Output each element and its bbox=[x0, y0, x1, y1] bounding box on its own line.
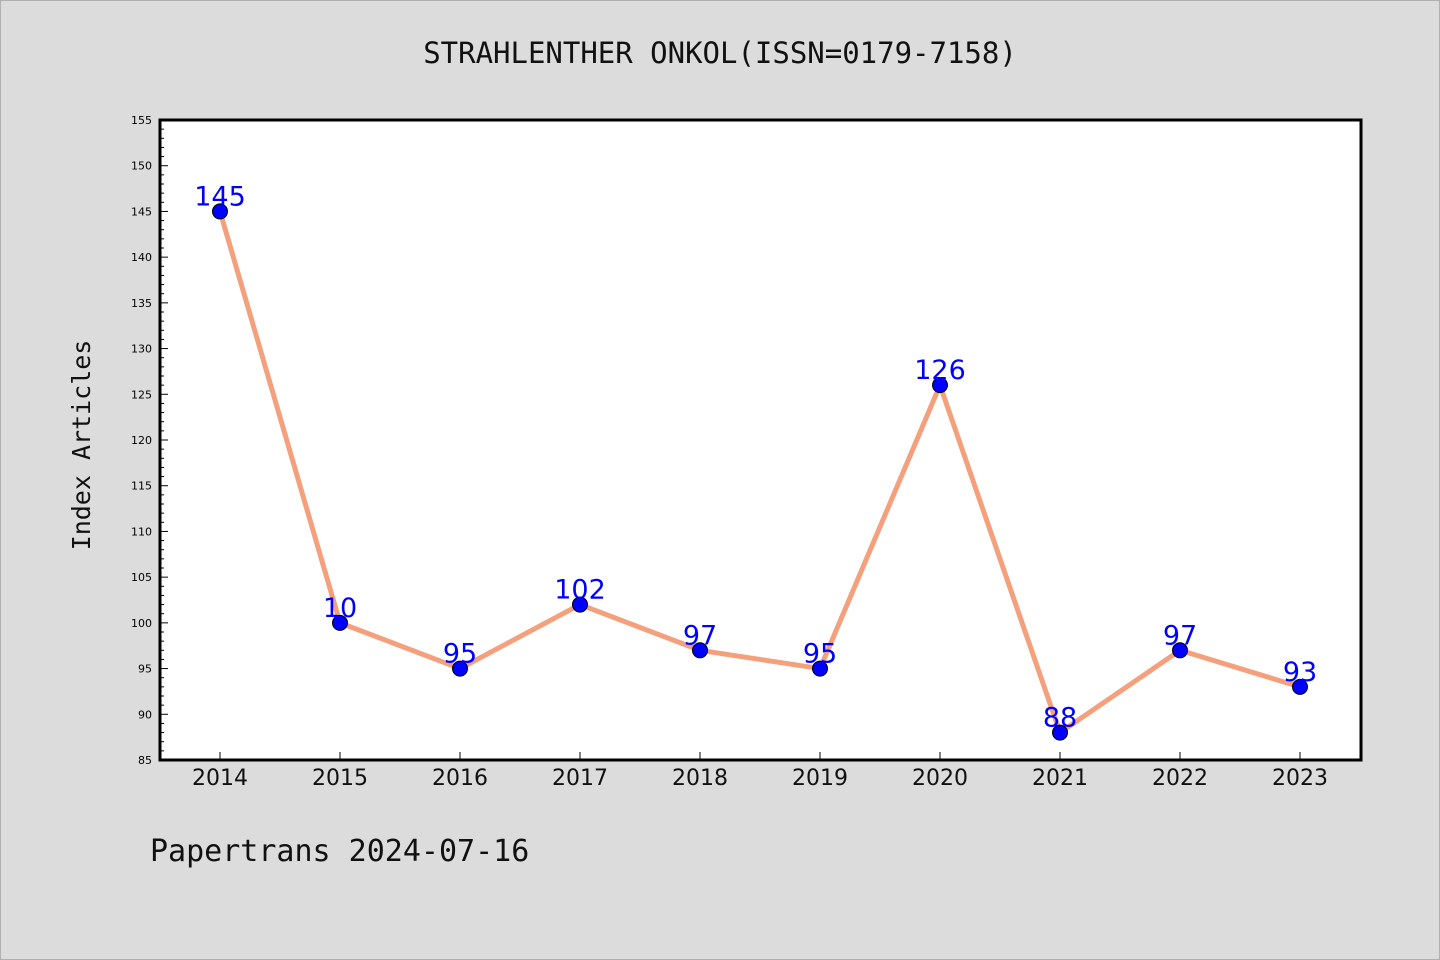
x-axis-ticks: 2014 2015 2016 2017 2018 2019 2020 2021 2022 2023 bbox=[192, 752, 1328, 791]
data-label: 93 bbox=[1283, 657, 1317, 688]
data-point bbox=[1292, 678, 1308, 695]
y-tick-label: 120 bbox=[131, 434, 152, 447]
series-markers bbox=[212, 203, 1308, 741]
data-point bbox=[692, 642, 708, 659]
data-label: 88 bbox=[1043, 703, 1077, 734]
data-label: 10 bbox=[323, 593, 357, 624]
y-tick-label: 140 bbox=[131, 251, 152, 264]
data-point bbox=[812, 660, 828, 677]
data-point bbox=[452, 660, 468, 677]
footer-date: Papertrans 2024-07-16 bbox=[150, 834, 530, 869]
data-point bbox=[212, 203, 228, 220]
data-point bbox=[572, 596, 588, 613]
y-tick-label: 125 bbox=[131, 388, 152, 401]
series-line bbox=[217, 208, 1303, 736]
y-tick-label: 145 bbox=[131, 205, 152, 218]
data-label: 126 bbox=[914, 355, 966, 386]
x-tick-label: 2021 bbox=[1032, 766, 1088, 791]
data-label: 95 bbox=[803, 639, 837, 670]
plot-area bbox=[160, 120, 1361, 760]
plot-border bbox=[158, 118, 1363, 762]
x-tick-label: 2016 bbox=[432, 766, 488, 791]
y-tick-label: 110 bbox=[131, 525, 152, 538]
data-point bbox=[1052, 724, 1068, 741]
y-tick-label: 85 bbox=[138, 754, 152, 767]
x-tick-label: 2022 bbox=[1152, 766, 1208, 791]
data-label: 97 bbox=[683, 620, 717, 651]
y-tick-label: 100 bbox=[131, 617, 152, 630]
x-tick-label: 2019 bbox=[792, 766, 848, 791]
y-tick-label: 130 bbox=[131, 343, 152, 356]
x-tick-label: 2017 bbox=[552, 766, 608, 791]
y-tick-label: 95 bbox=[138, 663, 152, 676]
data-label: 97 bbox=[1163, 620, 1197, 651]
chart-title: STRAHLENTHER ONKOL(ISSN=0179-7158) bbox=[423, 36, 1017, 70]
data-label: 145 bbox=[194, 181, 246, 212]
x-tick-label: 2015 bbox=[312, 766, 368, 791]
y-tick-label: 115 bbox=[131, 480, 152, 493]
data-point bbox=[332, 614, 348, 631]
y-axis-label: Index Articles bbox=[67, 340, 96, 551]
y-tick-label: 150 bbox=[131, 160, 152, 173]
data-labels: 145 10 95 102 97 95 126 88 97 93 bbox=[194, 181, 1317, 733]
x-tick-label: 2023 bbox=[1272, 766, 1328, 791]
data-point bbox=[932, 377, 948, 394]
x-tick-label: 2014 bbox=[192, 766, 248, 791]
y-tick-label: 105 bbox=[131, 571, 152, 584]
y-tick-label: 135 bbox=[131, 297, 152, 310]
data-label: 95 bbox=[443, 639, 477, 670]
y-tick-label: 90 bbox=[138, 708, 152, 721]
data-point bbox=[1172, 642, 1188, 659]
x-tick-label: 2018 bbox=[672, 766, 728, 791]
x-tick-label: 2020 bbox=[912, 766, 968, 791]
y-tick-label: 155 bbox=[131, 114, 152, 127]
data-label: 102 bbox=[554, 575, 606, 606]
